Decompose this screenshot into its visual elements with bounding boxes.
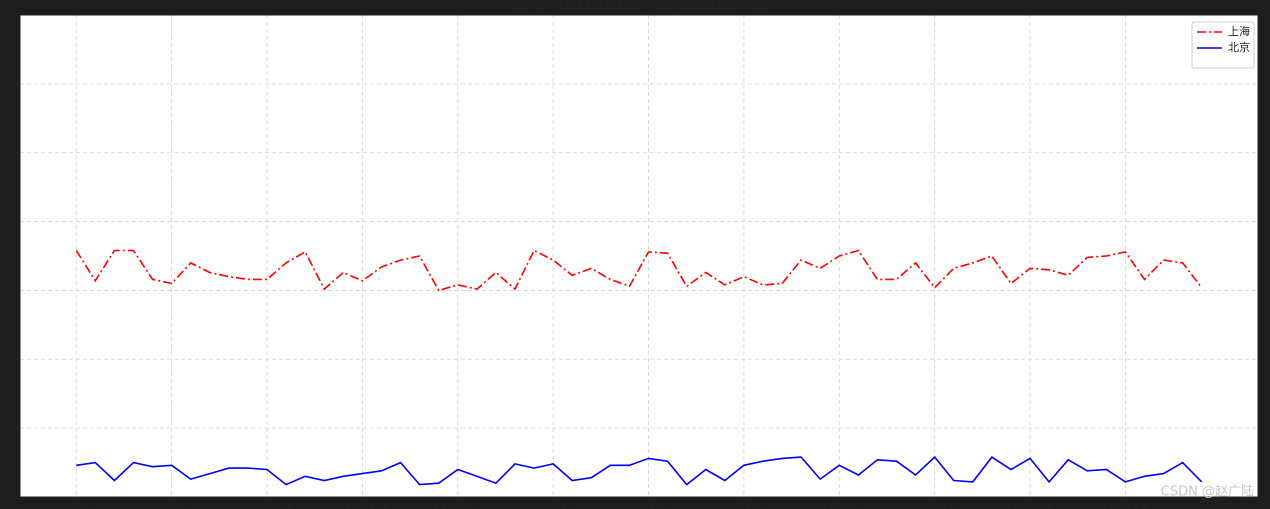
x-tick-label: 11点35分 [719,503,769,509]
series-line [75,249,1203,292]
y-tick-label: 10 [1,354,14,365]
y-tick-label: 35 [1,10,14,21]
legend-label: 上海 [1228,24,1250,38]
x-tick-label: 11点10分 [242,503,292,509]
x-tick-label: 11点30分 [624,503,674,509]
x-tick-label: 11点0分 [55,503,98,509]
y-tick-label: 15 [1,285,14,296]
y-tick-label: 5 [8,423,14,434]
y-tick-label: 20 [1,217,14,228]
chart-title: 上海、北京11点到12点每分钟的温度变化状况 [517,0,764,12]
y-tick-label: 30 [1,79,14,90]
x-tick-label: 11点5分 [150,503,193,509]
x-tick-label: 11点20分 [433,503,483,509]
y-tick-label: 25 [1,148,14,159]
series-line [76,455,1203,486]
x-tick-label: 11点40分 [814,503,864,509]
watermark: CSDN @赵广陆 [1161,484,1254,500]
x-tick-label: 11点55分 [1100,503,1150,509]
legend-box [1191,21,1255,69]
y-tick-label: 0 [8,492,14,503]
x-tick-label: 11点15分 [337,503,387,509]
x-tick-label: 11点45分 [910,503,960,509]
x-tick-label: 11点25分 [528,503,578,509]
plot-area [20,15,1258,497]
legend-label: 北京 [1228,40,1250,54]
x-tick-label: 11点50分 [1005,503,1055,509]
plot-border [19,14,1259,498]
